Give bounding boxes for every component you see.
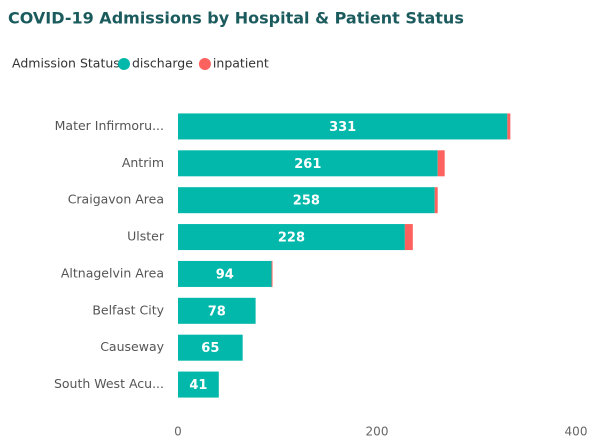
bar-segment — [178, 113, 508, 140]
y-tick-label: Causeway — [100, 339, 164, 354]
bar-segment — [178, 334, 243, 361]
bar-segment — [178, 150, 438, 177]
bar-segment — [178, 224, 405, 251]
data-label: 331 — [329, 120, 356, 135]
data-label: 78 — [208, 304, 226, 319]
bar-segment — [178, 260, 272, 287]
legend-title: Admission Status — [12, 56, 120, 71]
data-label: 94 — [216, 267, 234, 282]
y-tick-label: Antrim — [122, 155, 164, 170]
x-tick-label: 200 — [366, 425, 389, 439]
legend-label: inpatient — [213, 56, 269, 71]
bar-segment — [178, 371, 219, 398]
y-tick-label: Altnagelvin Area — [61, 265, 164, 280]
data-label: 41 — [189, 378, 207, 393]
data-label: 228 — [278, 231, 305, 246]
bar-segment — [178, 187, 435, 214]
x-tick-label: 0 — [174, 425, 182, 439]
data-label: 65 — [201, 341, 219, 356]
bar-segment — [507, 113, 511, 140]
y-tick-label: Craigavon Area — [68, 192, 164, 207]
chart-title: COVID-19 Admissions by Hospital & Patien… — [8, 9, 464, 28]
y-tick-label: Mater Infirmoru... — [55, 118, 164, 133]
bar-segment — [434, 187, 438, 214]
bar-segment — [178, 297, 256, 324]
legend-label: discharge — [132, 56, 193, 71]
legend-marker — [118, 58, 130, 70]
y-tick-label: Belfast City — [92, 302, 164, 317]
bar-segment — [271, 260, 273, 287]
bar-segment — [404, 224, 413, 251]
data-label: 261 — [294, 157, 321, 172]
data-label: 258 — [293, 194, 320, 209]
bar-segment — [437, 150, 445, 177]
y-tick-label: South West Acu... — [54, 376, 164, 391]
y-tick-label: Ulster — [127, 229, 165, 244]
x-tick-label: 400 — [565, 425, 588, 439]
legend-marker — [198, 58, 211, 70]
